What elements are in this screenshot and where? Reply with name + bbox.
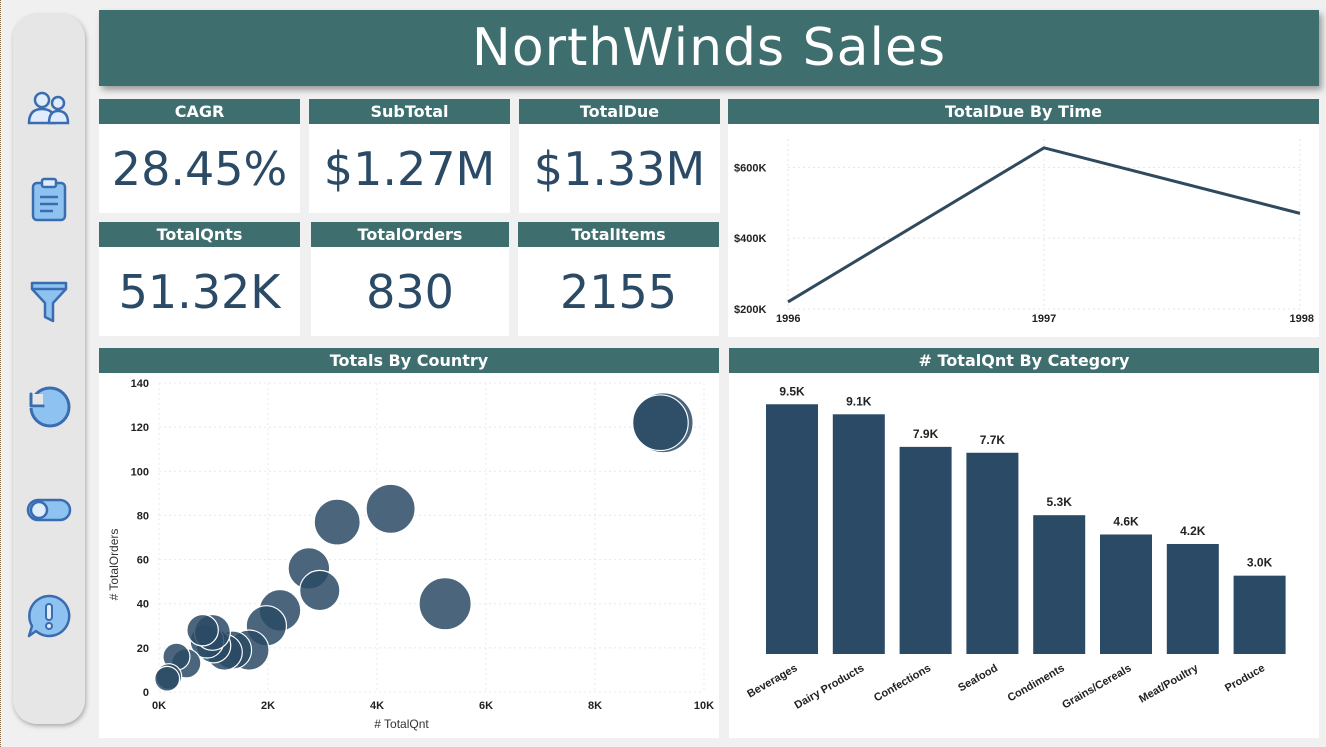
scatter-point [154, 665, 181, 692]
scatter-point [418, 577, 472, 631]
x-tick-label: 1996 [776, 313, 800, 325]
bar [766, 404, 818, 654]
kpi-card-subtotal: SubTotal $1.27M [309, 99, 510, 213]
toggle-icon[interactable] [25, 486, 73, 534]
x-tick-label: Produce [1223, 662, 1267, 694]
reset-icon[interactable] [25, 382, 73, 430]
sidebar [13, 14, 85, 724]
y-tick-label: 60 [137, 555, 149, 567]
x-tick-label: Beverages [745, 662, 799, 700]
kpi-label: TotalItems [518, 222, 719, 247]
kpi-label: TotalOrders [311, 222, 509, 247]
kpi-value: 28.45% [111, 141, 288, 196]
data-label: 3.0K [1247, 556, 1273, 570]
data-label: 4.6K [1113, 514, 1139, 528]
chart-title: # TotalQnt By Category [729, 348, 1319, 373]
scatter-point [186, 613, 219, 647]
y-tick-label: $200K [734, 304, 766, 316]
bar [899, 446, 952, 654]
filter-icon[interactable] [25, 278, 73, 326]
bar-chart[interactable]: 9.5K Beverages 9.1K Dairy Products 7.9K Confe… [729, 348, 1319, 738]
x-axis-label: # TotalQnt [374, 717, 429, 731]
x-tick-label: Grains/Cereals [1060, 662, 1133, 711]
x-tick-label: 4K [370, 700, 384, 712]
scatter-point [313, 498, 361, 546]
y-tick-label: 20 [137, 643, 149, 655]
kpi-label: CAGR [99, 99, 300, 124]
kpi-value: 51.32K [118, 264, 281, 319]
bar [1233, 575, 1286, 654]
x-tick-label: Dairy Products [793, 662, 867, 712]
y-tick-label: 40 [137, 599, 149, 611]
bar [832, 414, 885, 654]
page-edge [0, 0, 2, 747]
scatter-point [299, 569, 341, 612]
line-chart-card: TotalDue By Time $200K $400K $600K 1996 1997… [728, 99, 1319, 337]
scatter-point [365, 483, 416, 534]
x-tick-label: Meat/Poultry [1137, 662, 1201, 706]
data-label: 4.2K [1180, 524, 1206, 538]
kpi-card-totalitems: TotalItems 2155 [518, 222, 719, 336]
data-label: 9.5K [779, 384, 805, 398]
x-tick-label: 1997 [1032, 313, 1056, 325]
x-tick-label: 2K [261, 700, 275, 712]
x-tick-label: Condiments [1006, 662, 1067, 704]
line-chart[interactable]: $200K $400K $600K 1996 1997 1998 [728, 99, 1319, 337]
kpi-card-totaldue: TotalDue $1.33M [519, 99, 720, 213]
bar [1166, 543, 1219, 654]
data-label: 7.7K [980, 433, 1006, 447]
data-label: 9.1K [846, 394, 872, 408]
x-tick-label: 8K [588, 700, 602, 712]
page-title: NorthWinds Sales [471, 18, 947, 78]
series-line [787, 146, 1301, 304]
chart-title: TotalDue By Time [728, 99, 1319, 124]
x-tick-label: Seafood [956, 662, 1000, 694]
clipboard-icon[interactable] [25, 176, 73, 224]
kpi-value: 830 [366, 264, 454, 319]
y-tick-label: 140 [131, 378, 149, 390]
data-label: 5.3K [1047, 495, 1073, 509]
scatter-point [632, 394, 689, 452]
y-tick-label: $400K [734, 233, 766, 245]
x-tick-label: 1998 [1290, 313, 1314, 325]
kpi-label: TotalQnts [99, 222, 300, 247]
scatter-chart-card: Totals By Country 0 20 40 60 80 100 120 140 0K 2K… [99, 348, 719, 738]
kpi-value: $1.27M [323, 141, 496, 196]
chart-title: Totals By Country [99, 348, 719, 373]
x-tick-label: 6K [479, 700, 493, 712]
y-tick-label: 120 [131, 422, 149, 434]
kpi-value: $1.33M [533, 141, 706, 196]
x-tick-label: 10K [694, 700, 714, 712]
kpi-label: SubTotal [309, 99, 510, 124]
kpi-card-totalorders: TotalOrders 830 [311, 222, 509, 336]
feedback-icon[interactable] [25, 592, 73, 640]
kpi-card-totalqnts: TotalQnts 51.32K [99, 222, 300, 336]
data-label: 7.9K [913, 427, 939, 441]
y-tick-label: 80 [137, 510, 149, 522]
kpi-card-cagr: CAGR 28.45% [99, 99, 300, 213]
y-tick-label: 0 [143, 687, 149, 699]
x-tick-label: 0K [152, 700, 166, 712]
bar [1033, 515, 1086, 654]
y-tick-label: $600K [734, 162, 766, 174]
kpi-label: TotalDue [519, 99, 720, 124]
title-bar: NorthWinds Sales [99, 10, 1319, 86]
y-axis-label: # TotalOrders [107, 529, 121, 601]
users-icon[interactable] [25, 84, 73, 132]
scatter-chart[interactable]: 0 20 40 60 80 100 120 140 0K 2K 4K 6K 8K 10K # TotalQn… [99, 348, 719, 738]
y-tick-label: 100 [131, 466, 149, 478]
bar-chart-card: # TotalQnt By Category 9.5K Beverages 9.1K… [729, 348, 1319, 738]
bar [1100, 534, 1152, 654]
x-tick-label: Confections [872, 662, 933, 704]
kpi-value: 2155 [559, 264, 678, 319]
bar [966, 452, 1019, 654]
